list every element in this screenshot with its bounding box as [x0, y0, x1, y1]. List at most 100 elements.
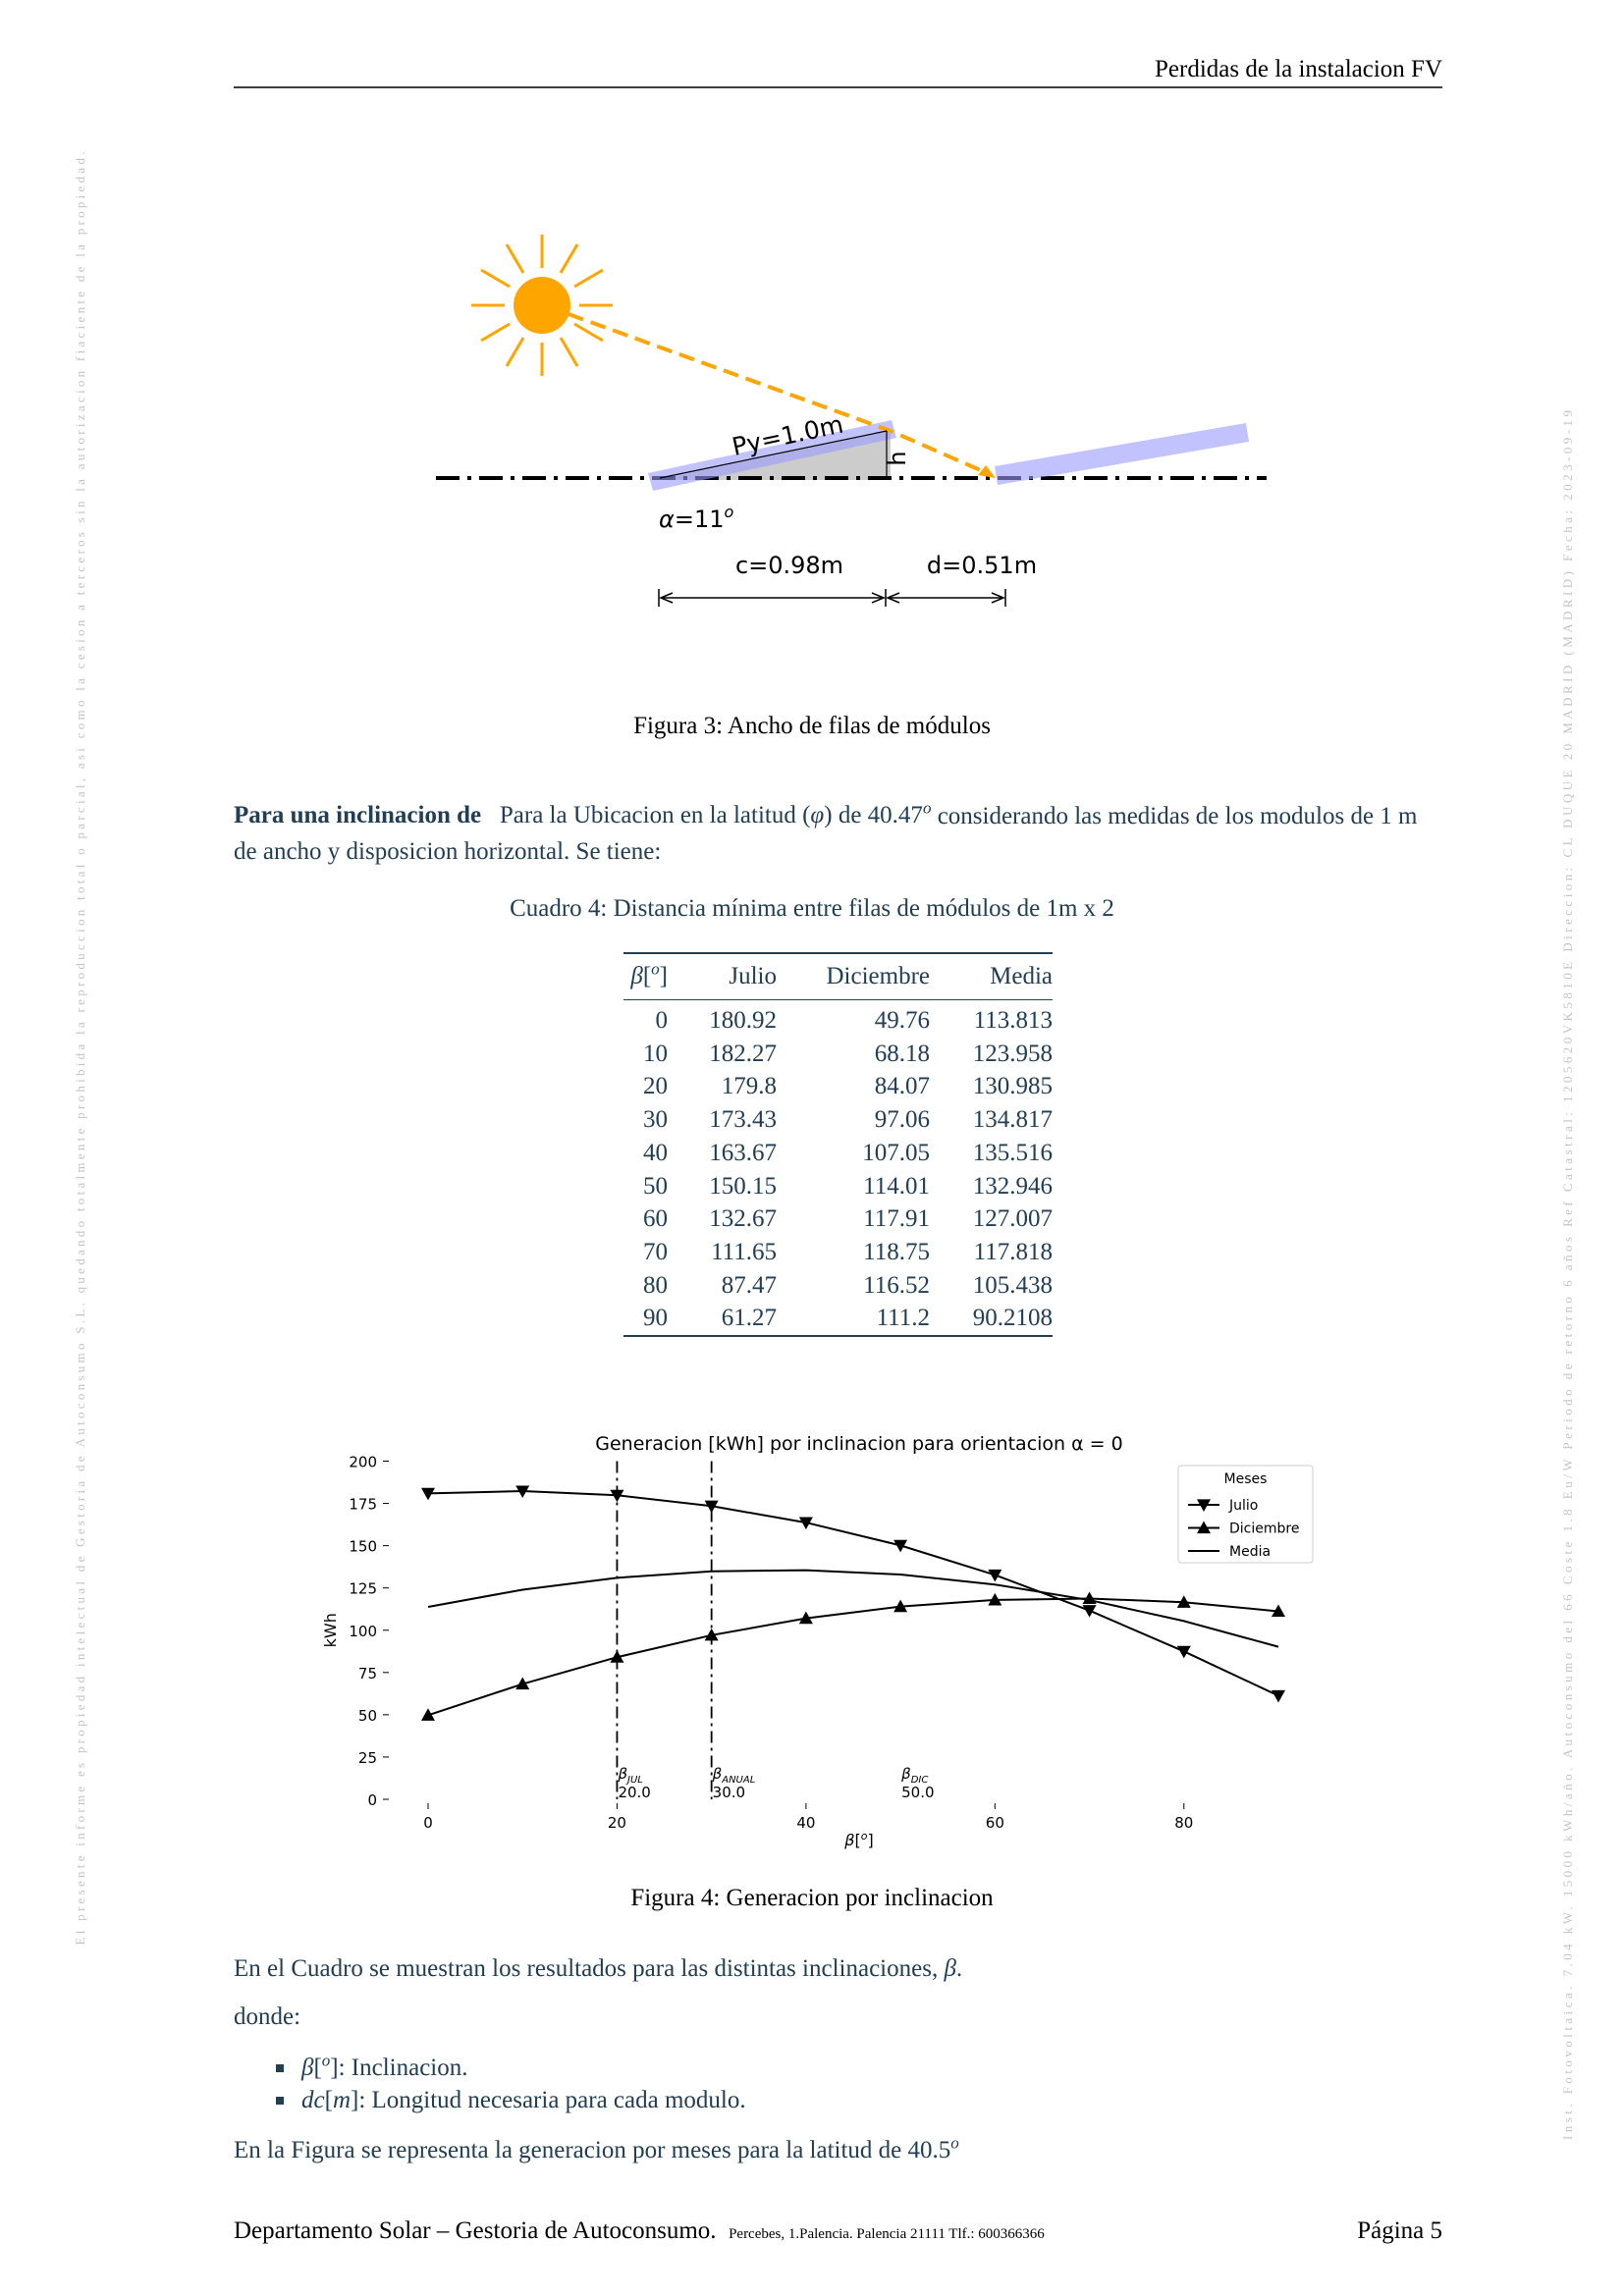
table-cell: 114.01 — [863, 1172, 930, 1200]
table-header: β[o] Julio Diciembre Media — [623, 952, 1053, 1000]
legend-title: Meses — [1224, 1471, 1268, 1487]
table-cell: 40 — [643, 1139, 668, 1166]
text: [ — [313, 2055, 322, 2081]
x-axis-label-part: ] — [867, 1831, 873, 1849]
marker — [610, 1489, 624, 1503]
annotation-symbol-part: β — [617, 1765, 627, 1783]
table-cell: 87.47 — [721, 1271, 777, 1299]
table-cell: 70 — [643, 1238, 668, 1265]
marker — [798, 1611, 813, 1625]
marker — [515, 1677, 530, 1690]
header-cell: Diciembre — [777, 952, 930, 1000]
footer-page: Página 5 — [1357, 2217, 1442, 2244]
table-cell: 61.27 — [668, 1302, 777, 1338]
table-cell: 117.91 — [863, 1205, 930, 1233]
table-cell: 135.516 — [972, 1139, 1053, 1166]
marker — [798, 1517, 813, 1530]
marker — [893, 1539, 908, 1553]
panel — [995, 423, 1249, 485]
table-cell: 30 — [643, 1106, 668, 1134]
figure-caption: Figura 3: Ancho de filas de módulos — [633, 713, 991, 739]
marker — [988, 1569, 1002, 1582]
table-cell: 118.75 — [863, 1238, 930, 1265]
annotation-label: 50.0 — [901, 1784, 934, 1801]
table-cell: 49.76 — [874, 1007, 930, 1034]
superscript: o — [922, 798, 932, 818]
paragraph-lead: Para una inclinacion de — [234, 802, 482, 828]
body-text: En el Cuadro se muestran los resultados … — [234, 1952, 962, 1986]
table-cell: 179.8 — [721, 1073, 777, 1100]
table: β[o] Julio Diciembre Media 0 180.92 49.76 1… — [623, 952, 1053, 1338]
text: ) de 40.47 — [824, 802, 923, 828]
text: En el Cuadro se muestran los resultados … — [234, 1955, 945, 1982]
x-axis-label-part: β — [843, 1831, 854, 1849]
table-row: 90 61.27 111.2 90.2108 — [623, 1302, 1053, 1338]
table-cell: 97.06 — [874, 1106, 930, 1134]
legend-marker — [1197, 1521, 1211, 1534]
header-cell: β[o] — [623, 952, 668, 1000]
table-cell: 10 — [643, 1040, 668, 1067]
y-tick-label: 200 — [349, 1454, 377, 1471]
x-axis-label-part: o — [861, 1830, 868, 1842]
marker — [1176, 1645, 1191, 1659]
annotation-symbol: βANUAL — [712, 1765, 756, 1786]
marker — [704, 1500, 719, 1514]
text: En la Figura se representa la generacion… — [234, 2137, 951, 2163]
alpha-unit: o — [724, 503, 733, 521]
table-row: 60 132.67 117.91 127.007 — [623, 1202, 1053, 1236]
table-body: 0 180.92 49.76 113.813 10 182.27 68.18 123.958 2… — [623, 1000, 1053, 1338]
annotation-subscript: JUL — [625, 1775, 643, 1786]
d-label: d=0.51m — [927, 552, 1037, 579]
h-label: h — [884, 451, 911, 465]
alpha-symbol: α — [659, 506, 675, 533]
x-tick-label: 60 — [986, 1814, 1004, 1832]
sun-rays — [471, 235, 613, 376]
panel — [648, 420, 896, 491]
table-row: 10 182.27 68.18 123.958 — [623, 1038, 1053, 1071]
arrow-head — [978, 465, 996, 478]
legend-marker — [1197, 1499, 1211, 1512]
py-arrow — [659, 430, 888, 479]
text: considerando las medidas de los modulos … — [234, 803, 1418, 865]
symbol: β — [301, 2055, 314, 2081]
table-cell: 130.985 — [972, 1073, 1053, 1100]
table-cell: 116.52 — [863, 1271, 930, 1299]
text: : Inclinacion. — [338, 2055, 468, 2081]
header-cell: Julio — [668, 952, 777, 1000]
table-cell: 123.958 — [972, 1040, 1053, 1067]
y-axis-label: kWh — [321, 1613, 340, 1647]
annotation-symbol-part: β — [900, 1765, 911, 1783]
x-axis-label-part: [ — [854, 1831, 860, 1849]
sun-ray-line — [568, 312, 993, 477]
table-cell: 180.92 — [709, 1007, 777, 1034]
table-cell: 182.27 — [709, 1040, 777, 1067]
table-cell: 113.813 — [973, 1007, 1053, 1034]
symbol: dc — [301, 2087, 325, 2113]
text: ] — [351, 2087, 359, 2113]
table-row: 20 179.8 84.07 130.985 — [623, 1070, 1053, 1103]
legend-label: Media — [1229, 1544, 1271, 1560]
text: [ — [642, 963, 652, 990]
bullet — [276, 2064, 284, 2072]
text: ] — [659, 963, 668, 990]
text: ] — [330, 2055, 339, 2081]
footer-address: Percebes, 1.Palencia. Palencia 21111 Tlf… — [729, 2226, 1045, 2242]
table-cell: 0 — [655, 1007, 669, 1034]
series-line — [427, 1569, 1279, 1648]
table-cell: 105.438 — [972, 1271, 1053, 1299]
symbol: β — [944, 1955, 956, 1982]
table-cell: 163.67 — [709, 1139, 777, 1166]
x-axis-label: β[o] — [843, 1830, 873, 1849]
table-cell: 132.946 — [972, 1172, 1053, 1200]
marker — [1272, 1604, 1285, 1618]
table-row: 80 87.47 116.52 105.438 — [623, 1269, 1053, 1303]
annotation-symbol-part: β — [712, 1765, 723, 1783]
marker — [1082, 1605, 1097, 1618]
table-row: 50 150.15 114.01 132.946 — [623, 1170, 1053, 1203]
annotation-symbol: βJUL — [617, 1765, 642, 1786]
text: m — [332, 2087, 351, 2113]
x-tick-label: 0 — [423, 1814, 433, 1832]
table-row: 40 163.67 107.05 135.516 — [623, 1137, 1053, 1170]
